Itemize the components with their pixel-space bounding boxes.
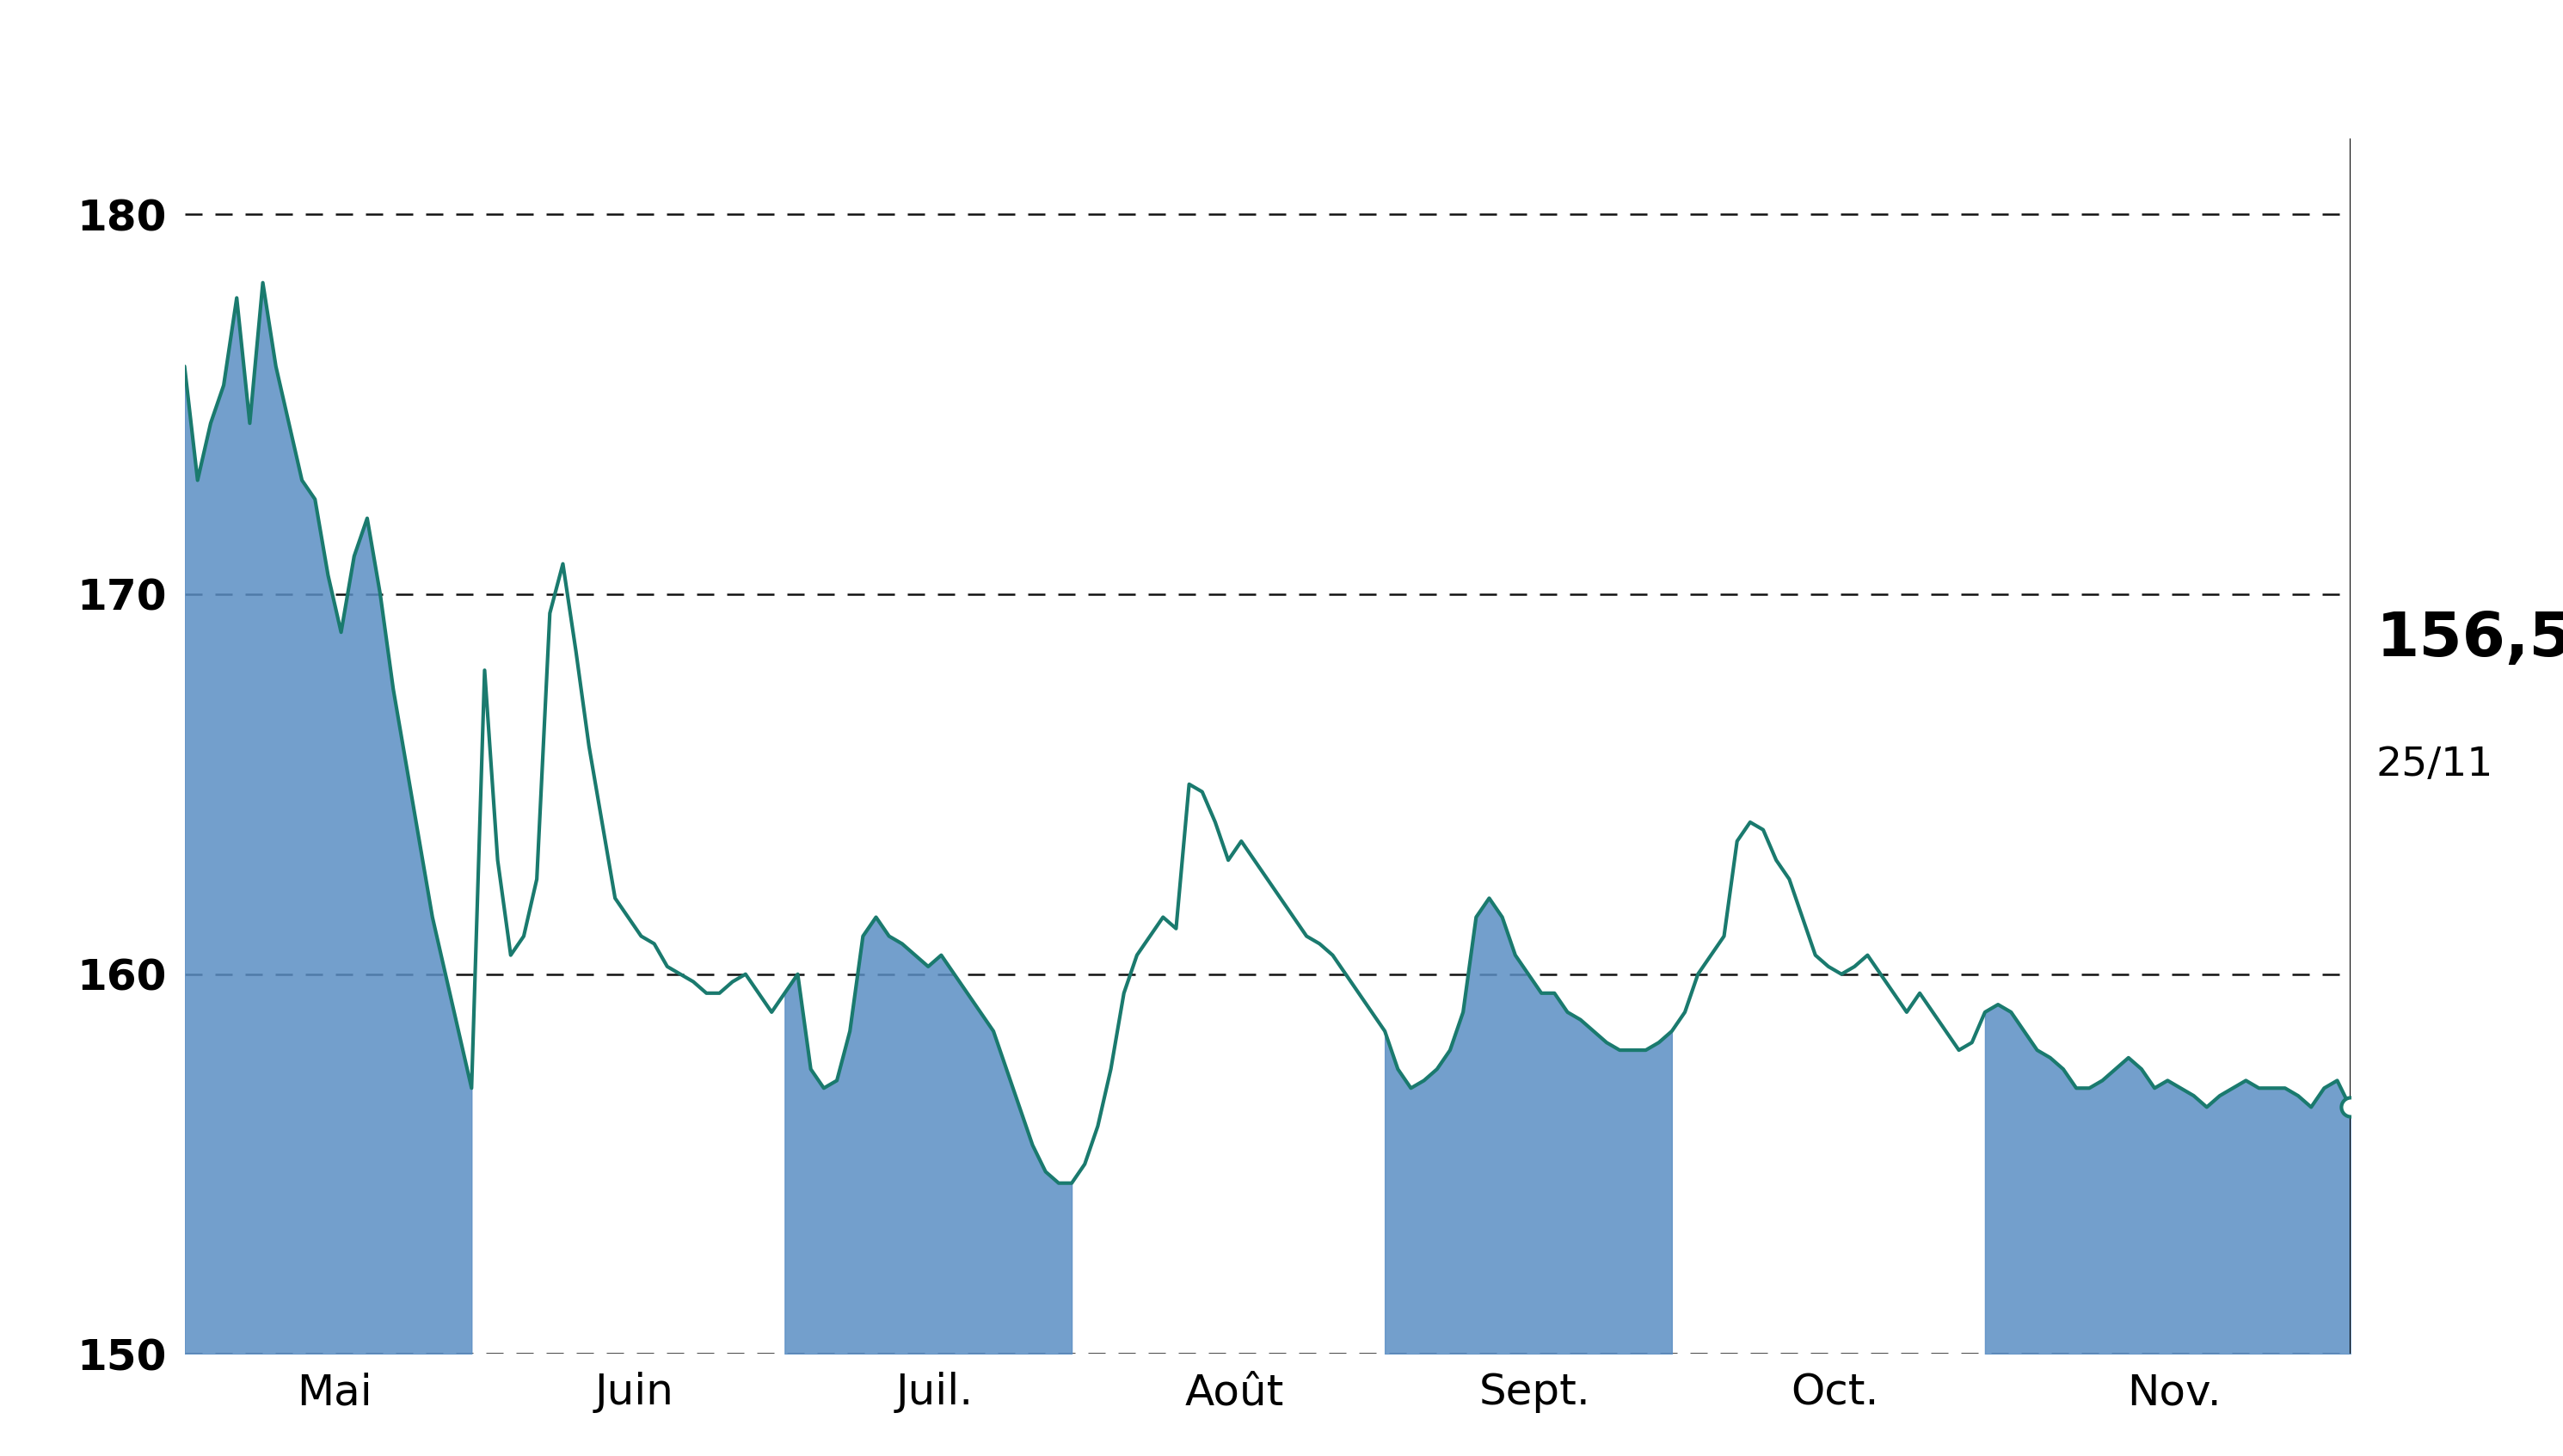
Text: 25/11: 25/11 — [2376, 745, 2494, 785]
Text: 156,50: 156,50 — [2376, 610, 2563, 670]
Text: TotalEnergiesGabon: TotalEnergiesGabon — [743, 13, 1820, 106]
